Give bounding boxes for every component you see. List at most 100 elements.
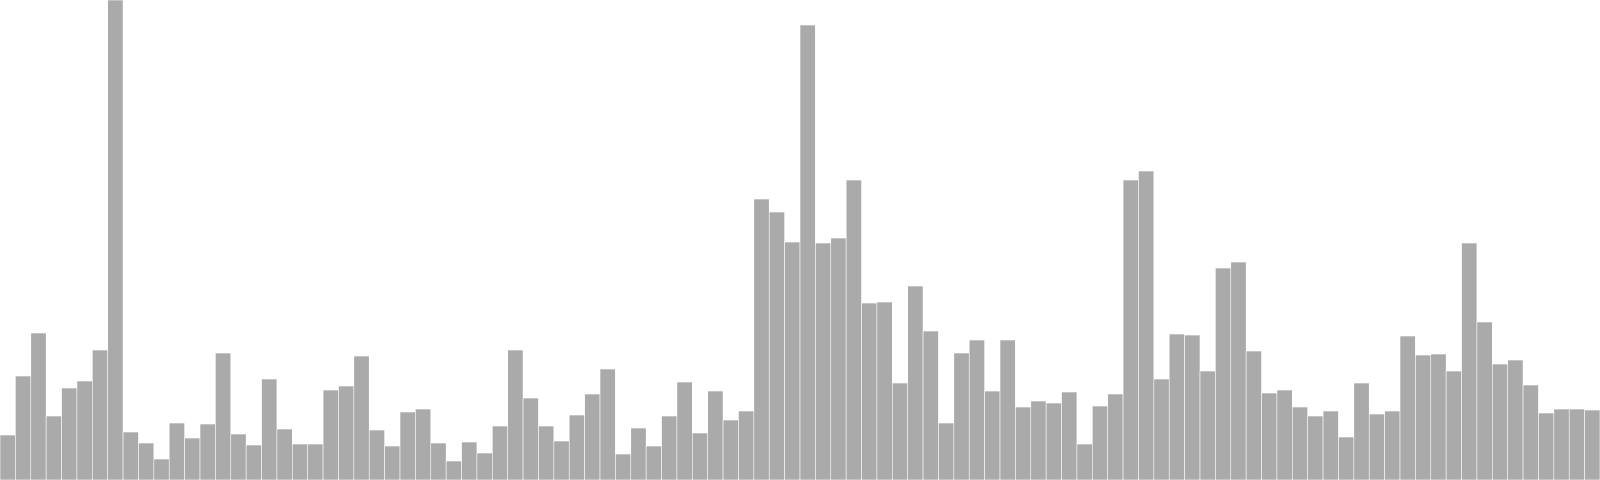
bar-39 — [599, 368, 616, 480]
bar-53 — [815, 242, 832, 480]
bar-71 — [1092, 405, 1108, 480]
bar-43 — [661, 415, 678, 480]
bar-76 — [1168, 333, 1185, 480]
bar-10 — [153, 458, 170, 480]
bar-72 — [1107, 393, 1124, 480]
bar-54 — [830, 237, 847, 480]
bar-3 — [45, 415, 62, 480]
bar-41 — [630, 427, 647, 480]
bar-68 — [1045, 402, 1062, 480]
bar-58 — [892, 382, 908, 480]
bar-6 — [92, 349, 108, 480]
bar-32 — [492, 425, 508, 480]
bar-1 — [15, 375, 32, 480]
bar-24 — [368, 429, 385, 480]
bar-2 — [30, 332, 47, 480]
bar-8 — [122, 431, 139, 480]
bar-52 — [799, 24, 816, 480]
bar-15 — [230, 433, 247, 480]
bar-14 — [215, 352, 232, 480]
bar-44 — [676, 381, 693, 480]
bar-38 — [584, 393, 601, 480]
bar-70 — [1076, 443, 1093, 480]
bar-20 — [307, 443, 324, 480]
bar-99 — [1522, 384, 1539, 480]
bar-29 — [445, 460, 462, 480]
bar-57 — [876, 301, 893, 480]
bar-94 — [1445, 370, 1462, 480]
bar-86 — [1322, 410, 1339, 480]
bar-49 — [753, 198, 770, 480]
bar-100 — [1538, 412, 1555, 480]
bar-103 — [1584, 409, 1600, 480]
bar-75 — [1153, 378, 1170, 480]
bar-96 — [1476, 321, 1493, 480]
bar-42 — [645, 445, 662, 480]
bar-50 — [768, 211, 785, 480]
bar-97 — [1492, 363, 1508, 480]
bar-82 — [1261, 392, 1278, 480]
bar-36 — [553, 440, 570, 480]
bar-22 — [338, 385, 355, 480]
bar-46 — [707, 390, 724, 480]
bar-66 — [1015, 406, 1032, 480]
bar-5 — [76, 380, 93, 480]
bar-74 — [1138, 170, 1155, 480]
bar-59 — [907, 285, 924, 480]
bar-9 — [138, 442, 155, 480]
bar-78 — [1199, 370, 1216, 480]
bar-89 — [1368, 413, 1385, 480]
bar-88 — [1353, 382, 1370, 480]
bar-87 — [1338, 436, 1355, 480]
bar-91 — [1399, 335, 1416, 480]
bar-48 — [738, 410, 755, 480]
bar-93 — [1430, 353, 1447, 480]
bar-4 — [61, 387, 78, 480]
bar-67 — [1030, 400, 1047, 480]
bar-84 — [1292, 406, 1308, 480]
bar-73 — [1122, 179, 1139, 480]
bar-61 — [938, 422, 955, 480]
bar-51 — [784, 241, 801, 480]
bar-21 — [322, 389, 339, 480]
bar-30 — [461, 441, 478, 480]
bar-102 — [1568, 408, 1585, 480]
bar-26 — [399, 411, 416, 480]
bar-11 — [168, 422, 185, 480]
bar-80 — [1230, 261, 1247, 480]
bar-55 — [845, 179, 862, 480]
bar-85 — [1307, 415, 1324, 480]
bar-19 — [292, 443, 308, 480]
bar-28 — [430, 442, 447, 480]
bar-0 — [0, 434, 16, 480]
bar-12 — [184, 437, 201, 480]
bar-40 — [615, 453, 632, 480]
bar-101 — [1553, 408, 1570, 480]
bar-95 — [1461, 242, 1478, 480]
bar-92 — [1415, 354, 1432, 480]
bar-69 — [1061, 391, 1078, 480]
bar-23 — [353, 355, 370, 480]
bar-13 — [199, 423, 216, 480]
bar-64 — [984, 390, 1001, 480]
bar-83 — [1276, 389, 1293, 480]
bar-79 — [1215, 267, 1232, 480]
bar-16 — [245, 444, 262, 480]
bar-18 — [276, 428, 293, 480]
bar-25 — [384, 445, 401, 480]
bar-35 — [538, 425, 555, 480]
bar-31 — [476, 452, 493, 480]
bar-34 — [522, 397, 539, 480]
bar-33 — [507, 349, 524, 480]
bar-98 — [1507, 359, 1524, 480]
bar-65 — [999, 339, 1016, 480]
bar-62 — [953, 352, 970, 480]
bar-37 — [568, 414, 585, 480]
bar-17 — [261, 378, 278, 480]
bar-27 — [415, 408, 432, 480]
bar-77 — [1184, 334, 1201, 480]
bar-7 — [107, 0, 124, 480]
bar-45 — [692, 432, 708, 480]
